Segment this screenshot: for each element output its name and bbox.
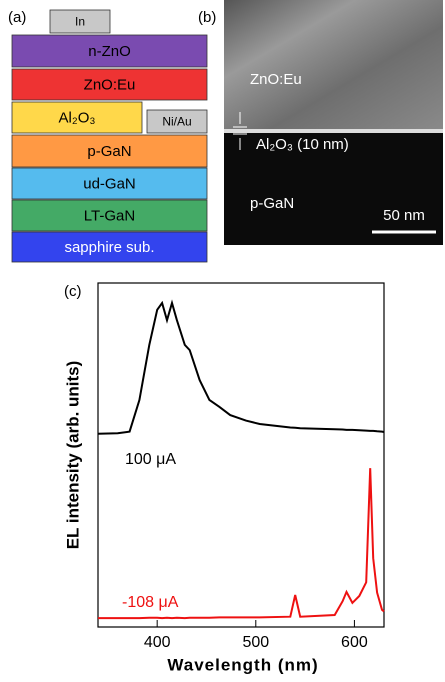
panel-label: (b) bbox=[198, 9, 216, 26]
x-axis-label: Wavelength (nm) bbox=[167, 655, 318, 674]
region-label: ZnO:Eu bbox=[250, 71, 302, 88]
layer bbox=[49, 9, 111, 34]
region-label: p-GaN bbox=[250, 195, 294, 212]
layer bbox=[146, 109, 208, 134]
tem-top bbox=[224, 0, 443, 130]
plot-frame bbox=[97, 282, 385, 628]
y-axis-label: EL intensity (arb. units) bbox=[63, 361, 82, 550]
x-tick-label: 500 bbox=[242, 634, 269, 651]
layer-label: ZnO:Eu bbox=[84, 76, 136, 93]
spectrum bbox=[97, 299, 385, 435]
series-label: 100 μA bbox=[125, 451, 176, 468]
layer bbox=[11, 34, 208, 68]
panel-label: (c) bbox=[64, 283, 82, 300]
spectrum bbox=[98, 468, 385, 620]
plot: 400 500 600 100 μA -108 μA bbox=[97, 282, 385, 651]
series-label: -108 μA bbox=[122, 594, 179, 611]
x-tick-label: 400 bbox=[144, 634, 171, 651]
layer bbox=[11, 167, 208, 200]
layer-stack: Inn-ZnO ZnO:Eu Al₂O₃ Ni/Au p-GaN ud-GaN LT-GaN… bbox=[11, 9, 208, 263]
layer bbox=[11, 101, 143, 134]
layer-label: LT-GaN bbox=[84, 207, 135, 224]
layer bbox=[11, 199, 208, 232]
layer-label: Ni/Au bbox=[162, 115, 191, 129]
region-label: Al₂O₃ (10 nm) bbox=[256, 136, 349, 153]
layer-label: Al₂O₃ bbox=[59, 109, 96, 126]
layer-label: sapphire sub. bbox=[64, 239, 154, 256]
layer bbox=[11, 231, 208, 263]
scale-label: 50 nm bbox=[383, 207, 425, 224]
tem-interlayer bbox=[224, 129, 443, 133]
layer bbox=[11, 134, 208, 168]
panel-label: (a) bbox=[8, 9, 26, 26]
tem-bottom bbox=[224, 133, 443, 245]
tem-image: ZnO:Eu Al₂O₃ (10 nm) p-GaN 50 nm bbox=[224, 0, 443, 245]
layer-label: In bbox=[75, 15, 85, 29]
layer-label: p-GaN bbox=[87, 143, 131, 160]
layer bbox=[11, 68, 208, 101]
layer-label: n-ZnO bbox=[88, 43, 131, 60]
x-tick-label: 600 bbox=[341, 634, 368, 651]
layer-label: ud-GaN bbox=[83, 175, 136, 192]
